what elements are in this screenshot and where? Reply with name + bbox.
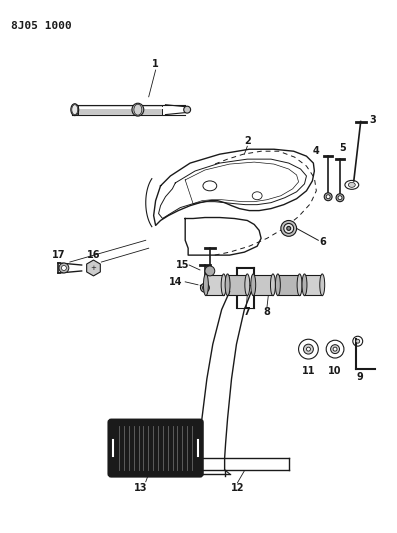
Text: 7: 7: [243, 306, 250, 317]
Text: 2: 2: [244, 136, 251, 147]
Ellipse shape: [304, 344, 313, 354]
Text: 1: 1: [152, 59, 159, 69]
Ellipse shape: [72, 104, 78, 115]
Ellipse shape: [331, 345, 339, 353]
Ellipse shape: [349, 182, 355, 187]
Text: 9: 9: [357, 372, 363, 382]
Polygon shape: [87, 260, 100, 276]
Ellipse shape: [287, 227, 291, 230]
Ellipse shape: [203, 274, 208, 296]
Text: 5: 5: [339, 143, 346, 154]
Circle shape: [205, 266, 215, 276]
Ellipse shape: [320, 274, 325, 296]
Ellipse shape: [281, 221, 297, 236]
FancyBboxPatch shape: [108, 419, 203, 477]
Text: 10: 10: [328, 366, 342, 376]
FancyBboxPatch shape: [206, 275, 224, 295]
Text: 12: 12: [231, 483, 244, 492]
Ellipse shape: [284, 223, 294, 233]
Text: +: +: [91, 265, 96, 271]
Ellipse shape: [270, 274, 276, 296]
Ellipse shape: [134, 104, 142, 115]
Text: 17: 17: [52, 250, 66, 260]
Ellipse shape: [251, 274, 256, 296]
Ellipse shape: [276, 274, 280, 296]
Circle shape: [62, 265, 66, 270]
Ellipse shape: [336, 194, 344, 201]
Ellipse shape: [200, 284, 209, 292]
Text: 16: 16: [87, 250, 100, 260]
Text: 15: 15: [175, 260, 189, 270]
Ellipse shape: [297, 274, 302, 296]
FancyBboxPatch shape: [227, 275, 247, 295]
FancyBboxPatch shape: [278, 275, 300, 295]
Text: 11: 11: [302, 366, 315, 376]
Text: 6: 6: [320, 237, 327, 247]
Text: 14: 14: [169, 277, 182, 287]
Text: 8J05 1000: 8J05 1000: [11, 21, 71, 30]
Ellipse shape: [326, 195, 330, 199]
Ellipse shape: [333, 347, 337, 351]
Circle shape: [59, 263, 69, 273]
Ellipse shape: [302, 274, 307, 296]
Ellipse shape: [71, 104, 79, 116]
Ellipse shape: [184, 106, 191, 113]
Text: 13: 13: [134, 483, 148, 492]
FancyBboxPatch shape: [304, 275, 322, 295]
Ellipse shape: [306, 347, 310, 351]
Ellipse shape: [338, 196, 342, 200]
FancyBboxPatch shape: [253, 275, 273, 295]
Ellipse shape: [225, 274, 230, 296]
Text: 8: 8: [264, 306, 270, 317]
Text: 4: 4: [313, 146, 320, 156]
Ellipse shape: [221, 274, 226, 296]
FancyBboxPatch shape: [78, 104, 162, 115]
Ellipse shape: [324, 193, 332, 201]
Ellipse shape: [245, 274, 250, 296]
Ellipse shape: [202, 285, 207, 290]
Ellipse shape: [356, 339, 360, 343]
Ellipse shape: [132, 103, 144, 116]
Text: 3: 3: [369, 115, 376, 125]
